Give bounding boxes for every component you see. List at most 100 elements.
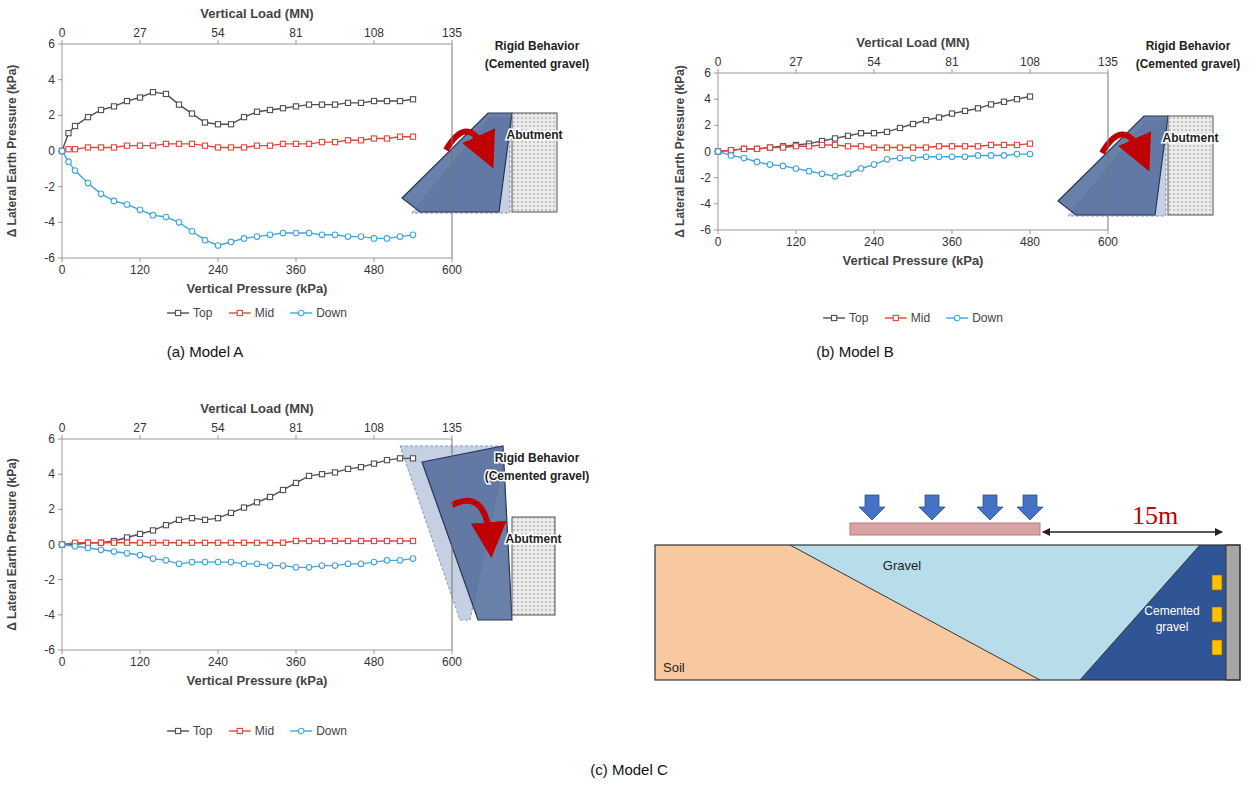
legend-marker [954, 315, 960, 321]
point [936, 144, 941, 149]
point [150, 556, 156, 562]
x-axis-title: Vertical Pressure (kPa) [187, 281, 328, 296]
point [306, 141, 311, 146]
point [241, 145, 246, 150]
point [910, 145, 915, 150]
point [1014, 151, 1020, 157]
axes: -6-4-2024601202403604806000275481108135V… [5, 401, 462, 688]
rotation-arrow [452, 501, 490, 540]
legend-marker [176, 310, 181, 315]
point [215, 516, 220, 521]
point [728, 153, 734, 159]
point [358, 561, 364, 567]
x-tick [374, 258, 375, 262]
legend-label: Down [316, 724, 347, 738]
y-tick-label: -4 [700, 197, 711, 211]
point [85, 545, 91, 551]
x2-tick-label: 81 [289, 26, 303, 40]
point [936, 115, 941, 120]
x-tick-label: 480 [364, 655, 384, 669]
point [293, 141, 298, 146]
point [124, 535, 129, 540]
point [767, 162, 773, 168]
distance-label: 15m [1132, 501, 1178, 530]
boundary [1080, 545, 1200, 680]
point [923, 118, 928, 123]
point [202, 237, 208, 243]
series-line [62, 545, 413, 568]
x-tick-label: 0 [59, 263, 66, 277]
point [975, 106, 980, 111]
point [280, 563, 286, 569]
series-line [62, 137, 413, 151]
y-tick-label: 2 [48, 108, 55, 122]
point [293, 480, 298, 485]
point [98, 191, 104, 197]
point [254, 500, 259, 505]
point [884, 129, 889, 134]
point [215, 559, 221, 565]
point [319, 102, 324, 107]
inset-subtitle: (Cemented gravel) [1136, 57, 1241, 71]
x2-tick [874, 69, 875, 73]
gauge [1212, 575, 1222, 590]
x-tick [218, 650, 219, 654]
point [358, 138, 363, 143]
x2-axis [718, 73, 1108, 74]
abutment-label: Abutment [507, 128, 563, 142]
caption: (c) Model C [590, 761, 668, 778]
point [897, 125, 902, 130]
inset-title: Rigid Behavior [495, 39, 580, 53]
point [1027, 151, 1033, 157]
y-tick [714, 230, 718, 231]
y-tick-label: 0 [48, 144, 55, 158]
point [949, 111, 954, 116]
axes: -6-4-2024601202403604806000275481108135V… [673, 35, 1118, 268]
point [267, 232, 273, 238]
point [1001, 142, 1006, 147]
point [98, 540, 103, 545]
point [715, 149, 720, 154]
point [410, 134, 415, 139]
y-tick-label: -6 [44, 251, 55, 265]
point [85, 115, 90, 120]
wedge [1058, 116, 1168, 215]
point [124, 550, 130, 556]
point [949, 154, 955, 160]
legend-marker [237, 728, 242, 733]
point [1001, 153, 1007, 159]
point [332, 538, 337, 543]
y-tick-label: -6 [700, 223, 711, 237]
x-tick [374, 650, 375, 654]
x2-tick-label: 54 [211, 26, 225, 40]
point [111, 540, 116, 545]
x2-tick [1108, 69, 1109, 73]
point [254, 143, 259, 148]
y-tick-label: -2 [44, 180, 55, 194]
series-line [62, 458, 413, 544]
point [150, 528, 155, 533]
x2-tick [140, 40, 141, 44]
y-tick [58, 115, 62, 116]
x2-tick [374, 40, 375, 44]
y-tick [714, 177, 718, 178]
point [66, 159, 72, 165]
x2-tick-label: 135 [442, 26, 462, 40]
frame-right [452, 439, 453, 650]
point [267, 494, 272, 499]
point [962, 154, 968, 160]
point [241, 115, 246, 120]
point [163, 91, 168, 96]
schematic: 15mGravelSoilCementedgravel [655, 495, 1240, 680]
point [728, 148, 733, 153]
point [754, 146, 759, 151]
series-line [718, 97, 1030, 152]
x2-tick [62, 40, 63, 44]
point [819, 171, 825, 177]
x2-tick-label: 27 [789, 55, 803, 69]
point [280, 106, 285, 111]
point [215, 122, 220, 127]
boundary [790, 545, 1040, 680]
point [215, 243, 221, 249]
point [345, 466, 350, 471]
